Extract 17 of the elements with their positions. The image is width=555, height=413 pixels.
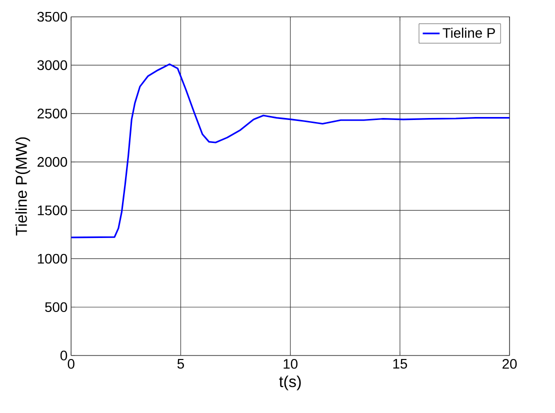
line-series <box>71 64 510 238</box>
x-tick-label: 20 <box>502 359 517 369</box>
x-axis-title: t(s) <box>279 376 301 390</box>
y-tick-label: 2000 <box>38 157 68 167</box>
x-tick-label: 0 <box>68 359 74 369</box>
x-tick-label: 15 <box>393 359 408 369</box>
y-tick-label: 1500 <box>38 206 68 216</box>
x-tick-label: 5 <box>177 359 184 369</box>
y-tick-label: 3500 <box>37 12 68 22</box>
y-tick-label: 500 <box>45 302 68 312</box>
legend-label: Tieline P <box>442 28 495 38</box>
y-tick-label: 0 <box>60 350 68 361</box>
y-tick-label: 1000 <box>38 254 68 264</box>
y-tick-label: 2500 <box>38 108 68 119</box>
x-tick-label: 10 <box>284 359 298 369</box>
y-tick-label: 3000 <box>37 60 68 70</box>
y-axis-title: Tieline P(MW) <box>15 138 30 236</box>
